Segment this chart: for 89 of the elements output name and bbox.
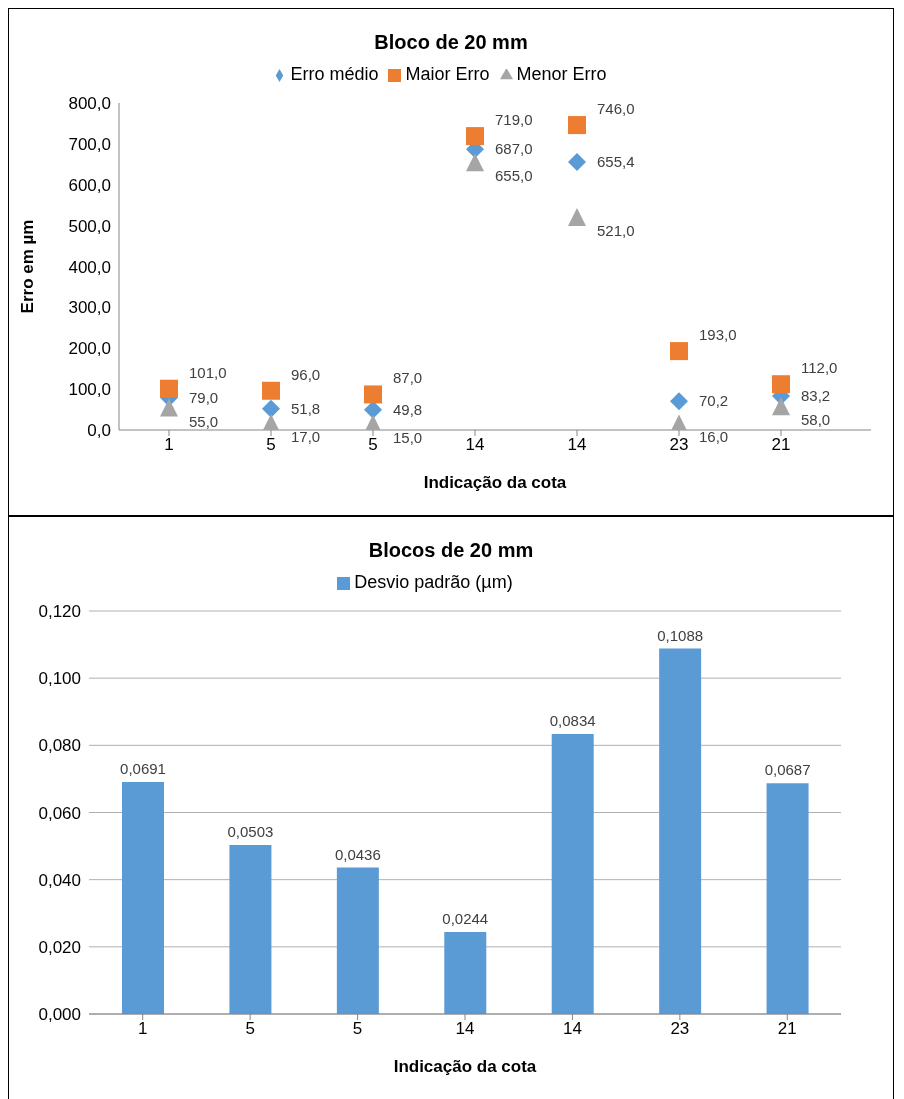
legend-label: Desvio padrão (µm)	[354, 572, 513, 592]
data-label: 51,8	[291, 399, 321, 417]
data-label: 96,0	[291, 365, 321, 383]
x-tick-label: 5	[245, 1019, 255, 1039]
x-axis-title: Indicação da cota	[423, 473, 567, 492]
data-label: 49,8	[393, 400, 423, 418]
chart-title: Blocos de 20 mm	[367, 538, 535, 562]
x-tick-label: 1	[164, 435, 174, 455]
point	[670, 392, 688, 411]
bar	[766, 783, 809, 1014]
data-label: 55,0	[189, 412, 219, 430]
y-tick-label: 400,0	[68, 257, 111, 277]
x-tick-label: 5	[368, 435, 378, 455]
legend-label: Erro médio	[290, 64, 379, 84]
x-tick-label: 21	[777, 1019, 797, 1039]
legend-label: Menor Erro	[516, 64, 607, 84]
data-label: 112,0	[801, 359, 838, 377]
point	[364, 385, 382, 404]
y-tick-label: 0,040	[38, 870, 81, 890]
data-label: 687,0	[495, 140, 533, 158]
point	[262, 381, 280, 400]
data-label: 0,0503	[227, 823, 274, 841]
point	[772, 397, 790, 416]
point	[160, 398, 178, 417]
data-label: 0,0834	[549, 711, 596, 729]
data-label: 0,0244	[442, 910, 489, 928]
y-tick-label: 800,0	[68, 94, 111, 114]
data-label: 655,4	[597, 153, 635, 171]
x-tick-label: 21	[771, 435, 791, 455]
x-tick-label: 23	[669, 435, 689, 455]
data-label: 15,0	[393, 428, 423, 446]
bar	[444, 932, 487, 1014]
data-label: 87,0	[393, 369, 423, 387]
point	[568, 153, 586, 172]
data-label: 70,2	[699, 392, 729, 410]
x-tick-label: 14	[455, 1019, 475, 1039]
bar	[659, 648, 702, 1014]
chart-title: Bloco de 20 mm	[373, 30, 529, 54]
legend-label: Maior Erro	[405, 64, 490, 84]
data-label: 83,2	[801, 386, 831, 404]
data-label: 0,1088	[657, 626, 704, 644]
y-tick-label: 300,0	[68, 298, 111, 318]
x-tick-label: 5	[352, 1019, 363, 1039]
bar	[551, 733, 594, 1014]
y-tick-label: 200,0	[68, 339, 111, 359]
y-tick-label: 0,120	[38, 602, 81, 622]
x-axis-title: Indicação da cota	[393, 1057, 537, 1076]
y-tick-label: 0,060	[38, 803, 81, 823]
data-label: 16,0	[699, 428, 729, 446]
y-tick-label: 600,0	[68, 175, 111, 195]
y-tick-label: 0,100	[38, 669, 81, 689]
point	[670, 414, 688, 430]
data-label: 746,0	[597, 100, 635, 118]
y-tick-label: 0,0	[87, 421, 111, 441]
data-label: 193,0	[699, 326, 737, 344]
y-tick-label: 100,0	[68, 380, 111, 400]
data-label: 101,0	[189, 363, 227, 381]
x-tick-label: 14	[465, 435, 485, 455]
data-label: 0,0687	[764, 761, 811, 779]
data-label: 655,0	[495, 167, 533, 185]
y-tick-label: 500,0	[68, 216, 111, 236]
point	[568, 208, 586, 227]
point	[670, 342, 688, 361]
point	[466, 127, 484, 146]
x-tick-label: 5	[266, 435, 276, 455]
point	[772, 375, 790, 394]
x-tick-label: 14	[562, 1019, 582, 1039]
data-label: 58,0	[801, 411, 831, 429]
x-tick-label: 23	[670, 1019, 690, 1039]
y-tick-label: 0,020	[38, 937, 81, 957]
bar	[229, 845, 272, 1014]
data-label: 79,0	[189, 388, 219, 406]
bar	[122, 781, 164, 1014]
y-axis-title: Erro em µm	[18, 219, 38, 314]
y-tick-label: 700,0	[68, 134, 111, 154]
x-tick-label: 1	[137, 1019, 148, 1039]
data-label: 17,0	[291, 428, 321, 446]
point	[568, 116, 586, 135]
bar	[336, 867, 379, 1014]
x-tick-label: 14	[567, 435, 587, 455]
data-label: 0,0691	[120, 759, 166, 777]
point	[262, 399, 280, 418]
point	[160, 379, 178, 398]
y-tick-label: 0,080	[38, 736, 81, 756]
data-label: 719,0	[495, 111, 533, 129]
y-tick-label: 0,000	[38, 1005, 81, 1025]
point	[466, 153, 484, 172]
data-label: 0,0436	[334, 845, 381, 863]
data-label: 521,0	[597, 222, 635, 240]
